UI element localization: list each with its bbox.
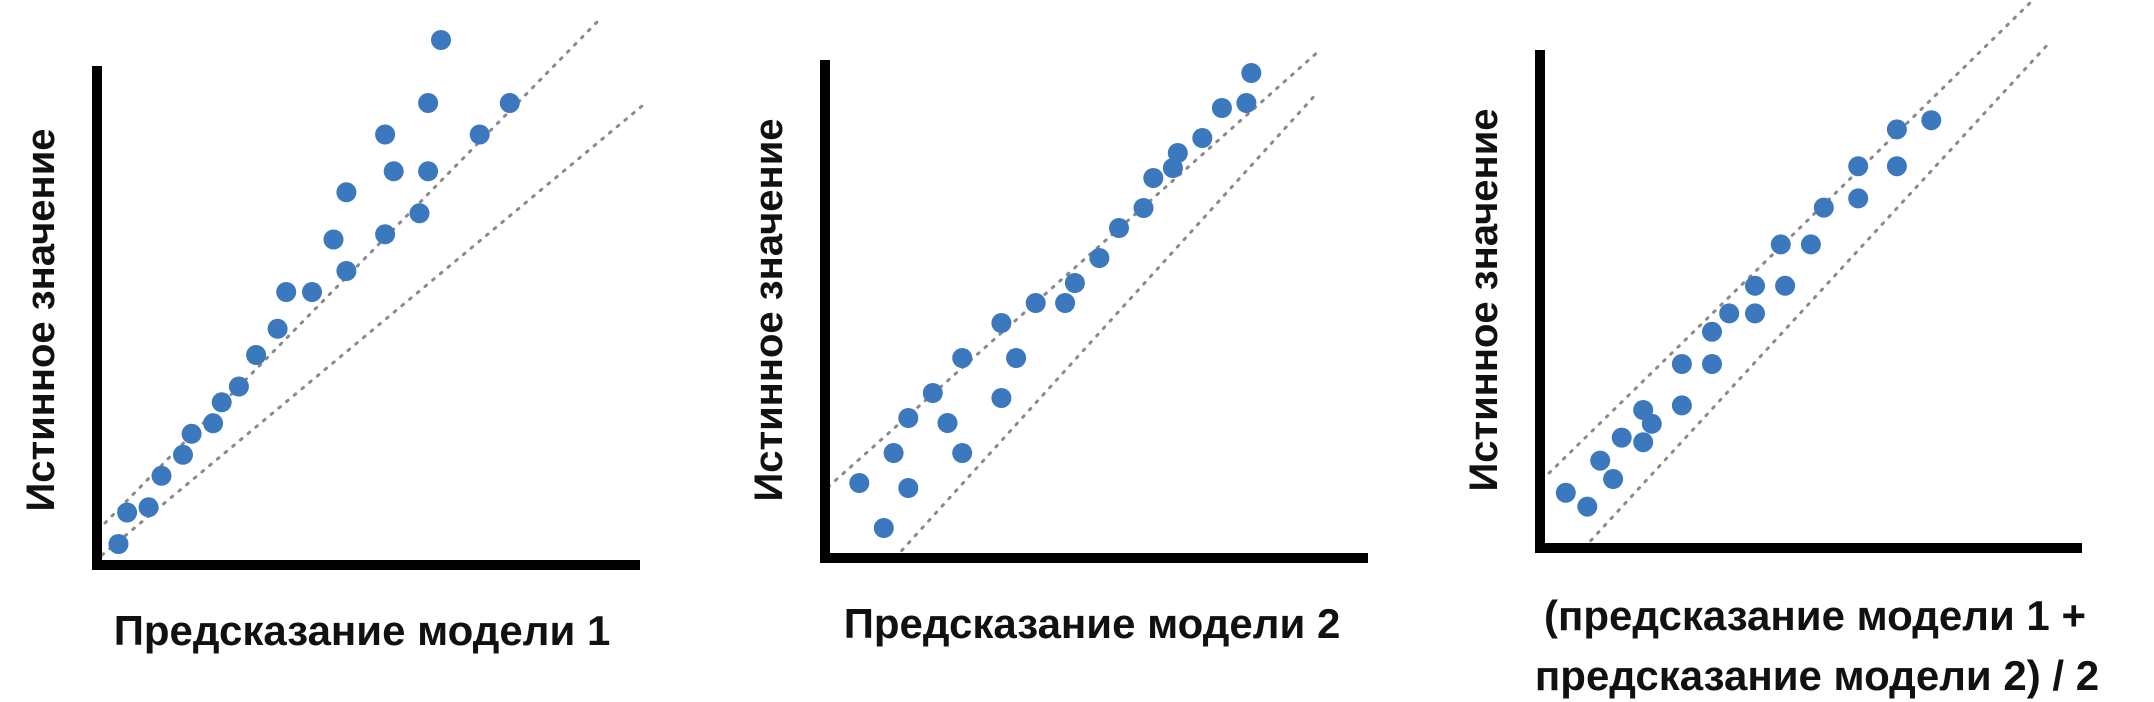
data-point	[1064, 273, 1085, 293]
data-point	[883, 443, 904, 463]
data-point	[1886, 119, 1907, 140]
data-point	[1848, 188, 1869, 209]
error-band-lines	[1540, 0, 2052, 550]
data-point	[469, 124, 490, 145]
data-point	[1633, 432, 1654, 453]
data-point	[1641, 413, 1662, 434]
data-point	[108, 534, 129, 554]
data-point	[991, 313, 1012, 333]
data-point	[173, 444, 193, 465]
data-point	[276, 282, 297, 302]
data-point	[151, 465, 172, 486]
data-point	[1611, 427, 1632, 448]
data-point	[1745, 303, 1765, 324]
data-point	[1055, 293, 1076, 313]
data-point	[1590, 450, 1611, 471]
data-point	[211, 392, 232, 413]
data-point	[1143, 168, 1164, 188]
data-point	[1211, 98, 1232, 118]
y-axis-label: Истинное значение	[19, 128, 63, 511]
data-point	[1236, 93, 1257, 113]
error-band-lines	[100, 16, 644, 557]
data-point	[431, 30, 451, 50]
x-axis-label-line-1: (предсказание модели 1 +	[1544, 592, 2086, 639]
data-point	[1702, 354, 1722, 374]
data-point	[1671, 354, 1692, 374]
data-point	[898, 478, 919, 498]
data-point	[991, 388, 1012, 408]
data-point	[1800, 234, 1821, 255]
lower-band-line	[1582, 40, 2052, 550]
data-point	[418, 93, 439, 113]
data-point	[1848, 156, 1869, 177]
data-point	[1886, 156, 1907, 177]
data-point	[849, 473, 870, 493]
data-points	[108, 30, 520, 554]
data-point	[302, 282, 322, 302]
data-point	[1089, 248, 1110, 268]
data-point	[138, 497, 159, 518]
y-axis-label: Истинное значение	[1462, 108, 1506, 491]
data-point	[181, 423, 202, 444]
x-axis-label: Предсказание модели 2	[844, 600, 1341, 647]
data-point	[1133, 198, 1154, 218]
data-point	[1603, 469, 1624, 489]
data-point	[922, 383, 943, 403]
data-point	[336, 182, 357, 203]
data-point	[1719, 303, 1740, 324]
data-point	[1167, 143, 1188, 163]
data-point	[1745, 275, 1765, 296]
panel-model-2: Истинное значение Предсказание модели 2	[747, 48, 1368, 647]
data-point	[418, 161, 439, 182]
data-point	[1671, 395, 1692, 416]
x-axis-label: Предсказание модели 1	[114, 607, 611, 654]
data-point	[375, 224, 396, 245]
data-point	[1770, 234, 1791, 255]
data-point	[1241, 63, 1262, 83]
data-point	[1702, 321, 1722, 342]
data-point	[1109, 218, 1129, 238]
lower-band-line	[893, 90, 1320, 560]
x-axis-label-line-2: предсказание модели 2) / 2	[1535, 652, 2099, 699]
data-point	[323, 229, 344, 250]
data-point	[1162, 158, 1183, 178]
data-point	[267, 318, 288, 339]
data-point	[1192, 128, 1213, 148]
data-point	[1813, 197, 1834, 218]
data-point	[1921, 110, 1942, 131]
data-point	[375, 124, 396, 145]
y-axis-label: Истинное значение	[747, 118, 791, 501]
data-point	[203, 413, 224, 434]
data-point	[117, 502, 138, 523]
data-point	[952, 348, 973, 368]
data-point	[246, 345, 267, 365]
data-points	[849, 63, 1262, 538]
data-point	[228, 376, 249, 397]
data-point	[1775, 275, 1796, 296]
data-point	[409, 203, 430, 224]
data-point	[952, 443, 973, 463]
data-point	[873, 518, 894, 538]
data-point	[1025, 293, 1046, 313]
data-point	[1555, 482, 1576, 503]
data-point	[898, 408, 919, 428]
data-point	[499, 93, 520, 113]
data-point	[937, 413, 958, 433]
data-points	[1555, 110, 1942, 517]
panel-model-1: Истинное значение Предсказание модели 1	[19, 16, 644, 654]
lower-band-line	[100, 104, 644, 557]
data-point	[336, 261, 357, 281]
panel-average: Истинное значение (предсказание модели 1…	[1462, 0, 2099, 699]
data-point	[383, 161, 404, 182]
data-point	[1577, 496, 1598, 517]
data-point	[1006, 348, 1027, 368]
